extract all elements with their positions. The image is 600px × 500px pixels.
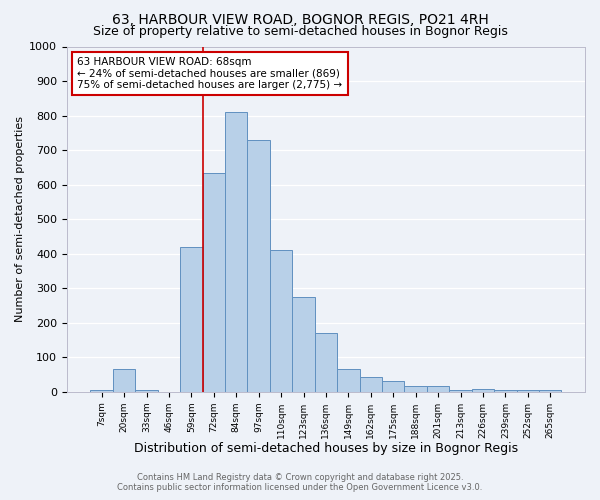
Bar [382,382,404,392]
Bar [517,390,539,392]
Bar [494,390,517,392]
Bar [135,390,158,392]
Text: Contains HM Land Registry data © Crown copyright and database right 2025.
Contai: Contains HM Land Registry data © Crown c… [118,473,482,492]
Bar [225,112,247,392]
X-axis label: Distribution of semi-detached houses by size in Bognor Regis: Distribution of semi-detached houses by … [134,442,518,455]
Bar [404,386,427,392]
Bar [180,246,203,392]
Bar [315,333,337,392]
Y-axis label: Number of semi-detached properties: Number of semi-detached properties [15,116,25,322]
Text: Size of property relative to semi-detached houses in Bognor Regis: Size of property relative to semi-detach… [92,25,508,38]
Bar [113,370,135,392]
Bar [472,389,494,392]
Bar [91,390,113,392]
Text: 63, HARBOUR VIEW ROAD, BOGNOR REGIS, PO21 4RH: 63, HARBOUR VIEW ROAD, BOGNOR REGIS, PO2… [112,12,488,26]
Bar [427,386,449,392]
Bar [292,297,315,392]
Bar [270,250,292,392]
Bar [337,370,359,392]
Bar [539,390,562,392]
Text: 63 HARBOUR VIEW ROAD: 68sqm
← 24% of semi-detached houses are smaller (869)
75% : 63 HARBOUR VIEW ROAD: 68sqm ← 24% of sem… [77,57,343,90]
Bar [449,390,472,392]
Bar [203,172,225,392]
Bar [247,140,270,392]
Bar [359,377,382,392]
